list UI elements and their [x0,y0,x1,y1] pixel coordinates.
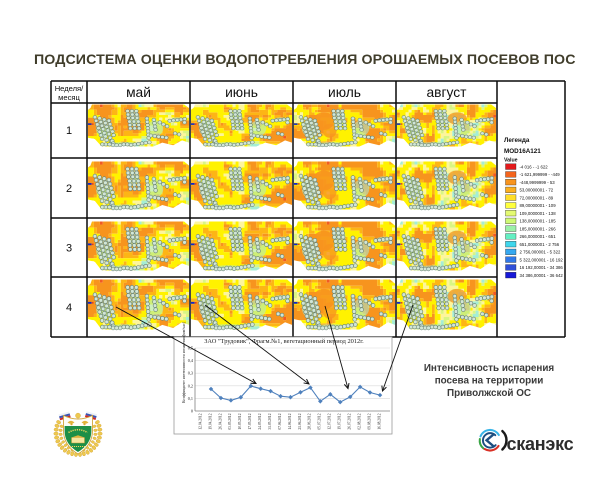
svg-text:12.07.2012: 12.07.2012 [328,413,332,429]
svg-text:MOD16A121: MOD16A121 [504,148,541,155]
svg-text:09.08.2012: 09.08.2012 [367,413,371,429]
svg-text:05.07.2012: 05.07.2012 [318,413,322,429]
svg-text:17.05.2012: 17.05.2012 [248,413,252,429]
svg-text:август: август [427,85,468,100]
svg-text:июнь: июнь [225,85,258,100]
svg-text:138,0000001 - 185: 138,0000001 - 185 [520,219,557,224]
svg-text:0: 0 [191,409,193,414]
svg-text:июль: июль [328,85,361,100]
svg-text:14.06.2012: 14.06.2012 [288,413,292,429]
svg-text:109,0000001 - 138: 109,0000001 - 138 [520,211,557,216]
svg-text:0,2: 0,2 [188,383,193,389]
svg-text:03.05.2012: 03.05.2012 [228,413,232,429]
svg-text:53,00000001 - 72: 53,00000001 - 72 [520,188,554,193]
svg-text:Легенда: Легенда [504,137,530,144]
svg-text:07.06.2012: 07.06.2012 [278,413,282,429]
svg-text:Интенсивность испарения: Интенсивность испарения [424,363,555,374]
svg-text:-1 621,999999 - -449: -1 621,999999 - -449 [520,172,561,177]
svg-text:ПОДСИСТЕМА ОЦЕНКИ ВОДОПОТРЕБЛЕ: ПОДСИСТЕМА ОЦЕНКИ ВОДОПОТРЕБЛЕНИЯ ОРОШАЕ… [34,52,576,68]
svg-text:сканэкс: сканэкс [507,434,574,454]
svg-text:28.06.2012: 28.06.2012 [308,413,312,429]
svg-text:-448,9999999 - 53: -448,9999999 - 53 [520,180,556,185]
svg-text:21.06.2012: 21.06.2012 [298,413,302,429]
svg-text:Приволжской ОС: Приволжской ОС [447,388,531,399]
svg-text:26.04.2012: 26.04.2012 [218,413,222,429]
svg-text:10.05.2012: 10.05.2012 [238,413,242,429]
svg-text:-4 016 - -1 622: -4 016 - -1 622 [520,164,549,169]
svg-text:0,4: 0,4 [188,358,194,364]
svg-text:26.07.2012: 26.07.2012 [348,413,352,429]
svg-text:4: 4 [66,302,72,314]
svg-text:266,0000001 - 651: 266,0000001 - 651 [520,234,557,239]
svg-text:72,00000001 - 89: 72,00000001 - 89 [520,195,554,200]
svg-text:31.05.2012: 31.05.2012 [268,413,272,429]
svg-text:месяц: месяц [58,93,80,102]
svg-text:24.05.2012: 24.05.2012 [258,413,262,429]
svg-text:651,0000001 - 2 756: 651,0000001 - 2 756 [520,242,560,247]
svg-text:185,0000001 - 266: 185,0000001 - 266 [520,226,557,231]
svg-text:16 192,00001 - 34 386: 16 192,00001 - 34 386 [520,265,564,270]
svg-text:16.08.2012: 16.08.2012 [377,413,381,429]
svg-text:02.08.2012: 02.08.2012 [357,413,361,429]
svg-text:2: 2 [66,183,72,195]
svg-text:ЗАО "Трудовик", Фрагм.№1, веге: ЗАО "Трудовик", Фрагм.№1, вегетационный … [204,338,364,345]
svg-text:0,5: 0,5 [188,346,193,352]
svg-text:3: 3 [66,243,72,255]
svg-text:Неделя/: Неделя/ [55,84,84,93]
svg-text:5 322,000001 - 16 192: 5 322,000001 - 16 192 [520,257,564,262]
svg-text:89,00000001 - 109: 89,00000001 - 109 [520,203,557,208]
svg-text:Value: Value [504,158,518,164]
svg-text:34 386,00001 - 36 642: 34 386,00001 - 36 642 [520,273,564,278]
svg-text:посева на территории: посева на территории [435,376,544,387]
svg-text:19.07.2012: 19.07.2012 [338,413,342,429]
svg-text:12.04.2012: 12.04.2012 [198,413,202,429]
svg-text:1: 1 [66,125,72,137]
svg-text:19.04.2012: 19.04.2012 [208,413,212,429]
svg-text:0,3: 0,3 [188,371,193,377]
svg-text:май: май [126,85,151,100]
svg-text:0,1: 0,1 [188,396,193,402]
svg-text:2 756,000001 - 5 322: 2 756,000001 - 5 322 [520,250,561,255]
svg-text:Коэффициент интенсивности испа: Коэффициент интенсивности испарения[мм/ч… [182,322,186,403]
